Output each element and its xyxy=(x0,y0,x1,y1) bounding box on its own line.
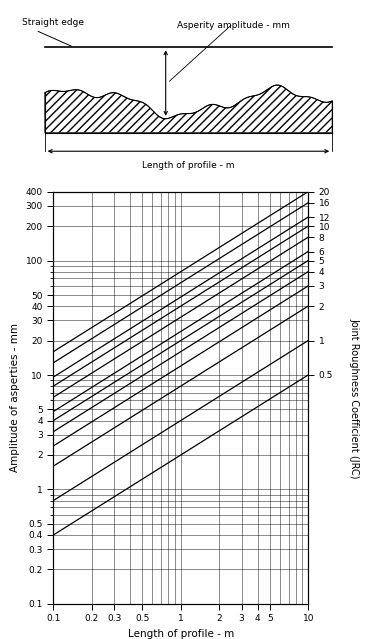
Text: Straight edge: Straight edge xyxy=(22,18,84,27)
Y-axis label: Joint Roughness Coefficient (JRC): Joint Roughness Coefficient (JRC) xyxy=(350,318,360,478)
Text: Length of profile - m: Length of profile - m xyxy=(142,160,235,169)
Text: Asperity amplitude - mm: Asperity amplitude - mm xyxy=(177,20,290,30)
X-axis label: Length of profile - m: Length of profile - m xyxy=(128,629,234,639)
Y-axis label: Amplitude of asperties - mm: Amplitude of asperties - mm xyxy=(10,323,20,472)
